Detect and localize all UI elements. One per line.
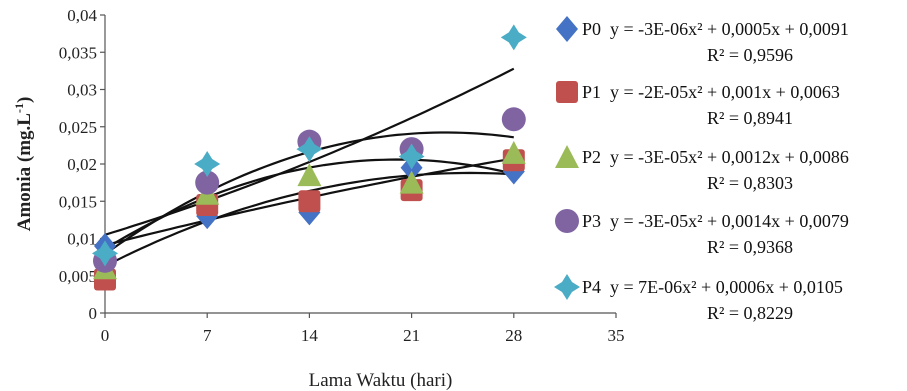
y-axis-title-close: ) <box>14 97 35 103</box>
legend-series-name: P1 <box>582 82 601 102</box>
point-p3 <box>501 107 526 132</box>
x-tick-label: 35 <box>608 326 625 345</box>
legend-equation: y = -3E-05x² + 0,0012x + 0,0086 <box>610 147 849 167</box>
y-tick-label: 0,02 <box>67 155 97 174</box>
legend-item-p1: P1 y = -2E-05x² + 0,001x + 0,0063 R² = 0,8… <box>556 81 840 128</box>
point-p4 <box>296 136 323 163</box>
y-tick-label: 0,03 <box>67 81 97 100</box>
point-p3 <box>195 170 220 195</box>
x-tick-label: 28 <box>505 326 522 345</box>
legend-item-p0: P0 y = -3E-06x² + 0,0005x + 0,0091 R² = 0,… <box>556 16 849 65</box>
y-tick-label: 0,04 <box>67 6 97 25</box>
legend-series-name: P2 <box>582 147 601 167</box>
legend-equation: y = -3E-05x² + 0,0014x + 0,0079 <box>610 211 849 231</box>
legend-marker-p4 <box>554 274 580 300</box>
legend-r-squared: R² = 0,9596 <box>707 45 793 65</box>
point-p4 <box>92 240 118 267</box>
legend-equation: y = -2E-05x² + 0,001x + 0,0063 <box>610 82 840 102</box>
x-tick-label: 21 <box>403 326 420 345</box>
y-axis-title: Amonia (mg.L-1) <box>12 97 35 232</box>
legend-item-p4: P4 y = 7E-06x² + 0,0006x + 0,0105 R² = 0,8… <box>554 274 843 323</box>
legend-marker-p2 <box>555 145 579 168</box>
x-tick-label: 14 <box>301 326 319 345</box>
legend: P0 y = -3E-06x² + 0,0005x + 0,0091 R² = 0,… <box>554 16 849 323</box>
legend-r-squared: R² = 0,8229 <box>707 303 793 323</box>
y-tick-label: 0,035 <box>59 43 97 62</box>
legend-equation: y = 7E-06x² + 0,0006x + 0,0105 <box>610 277 843 297</box>
legend-marker-p0 <box>556 16 578 42</box>
y-tick-label: 0 <box>89 304 98 323</box>
y-tick-label: 0,015 <box>59 192 97 211</box>
point-p4 <box>500 24 527 51</box>
point-p2 <box>501 140 526 164</box>
point-p1 <box>298 190 321 213</box>
x-tick-label: 0 <box>101 326 110 345</box>
point-p4 <box>398 143 425 170</box>
x-axis-title: Lama Waktu (hari) <box>309 370 453 391</box>
legend-r-squared: R² = 0,8303 <box>707 173 793 193</box>
x-tick-label: 7 <box>203 326 212 345</box>
y-tick-label: 0,01 <box>67 230 97 249</box>
legend-r-squared: R² = 0,9368 <box>707 237 793 257</box>
y-tick-label: 0,025 <box>59 118 97 137</box>
legend-item-p3: P3 y = -3E-05x² + 0,0014x + 0,0079 R² = 0,… <box>555 209 849 257</box>
point-p2 <box>399 170 424 194</box>
legend-r-squared: R² = 0,8941 <box>707 108 793 128</box>
legend-marker-p3 <box>555 209 579 233</box>
y-axis-title-base: Amonia (mg.L <box>14 113 35 231</box>
point-p4 <box>194 151 221 177</box>
y-axis-title-sup: -1 <box>12 103 26 113</box>
axes: 0 0,005 0,01 0,015 0,02 0,025 0,03 0,035 0,04 0 7 1… <box>59 6 625 345</box>
point-p2 <box>297 163 322 187</box>
legend-series-name: P3 <box>582 211 601 231</box>
legend-item-p2: P2 y = -3E-05x² + 0,0012x + 0,0086 R² = 0,… <box>555 145 849 193</box>
data-points <box>92 24 527 291</box>
legend-equation: y = -3E-06x² + 0,0005x + 0,0091 <box>610 19 849 39</box>
y-tick-label: 0,005 <box>59 267 97 286</box>
legend-series-name: P4 <box>582 277 601 297</box>
legend-series-name: P0 <box>582 19 601 39</box>
legend-marker-p1 <box>556 81 578 103</box>
